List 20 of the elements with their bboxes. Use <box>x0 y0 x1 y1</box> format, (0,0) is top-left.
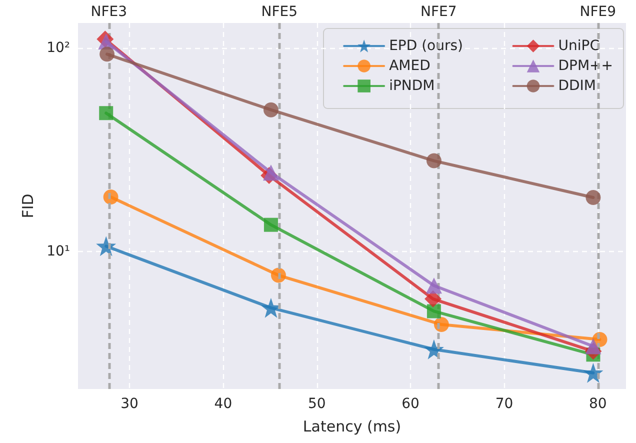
x-tick-label: 80 <box>588 396 607 412</box>
x-axis-title: Latency (ms) <box>302 418 402 436</box>
y-axis-title: FID <box>19 194 38 218</box>
legend-label: DPM++ <box>558 58 614 74</box>
x-tick-label: 60 <box>402 396 420 412</box>
ref-line-label: NFE7 <box>420 4 457 20</box>
ref-line-label: NFE3 <box>90 4 128 20</box>
legend-label: AMED <box>389 58 430 74</box>
legend-label: iPNDM <box>389 78 435 94</box>
x-tick-label: 40 <box>214 396 232 412</box>
y-tick-label: 10¹ <box>46 243 70 260</box>
y-tick-label: 10² <box>46 40 70 56</box>
ref-line-label: NFE5 <box>261 4 298 20</box>
x-tick-label: 30 <box>120 396 138 412</box>
legend-label: DDIM <box>558 78 596 94</box>
legend-label: UniPC <box>558 38 600 54</box>
x-tick-label: 50 <box>308 396 326 412</box>
legend-label: EPD (ours) <box>389 38 464 54</box>
x-tick-label: 70 <box>495 396 514 412</box>
ref-line-label: NFE9 <box>580 4 616 20</box>
